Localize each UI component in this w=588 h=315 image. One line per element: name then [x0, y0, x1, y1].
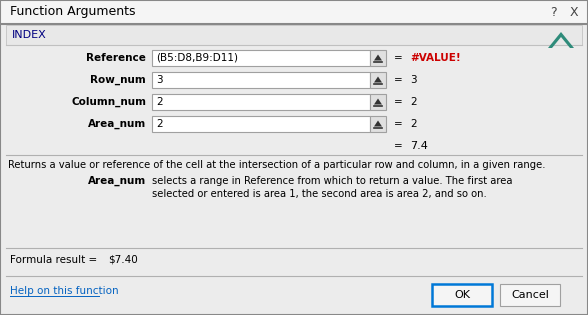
- Text: =: =: [394, 53, 403, 63]
- Text: Reference: Reference: [86, 53, 146, 63]
- Polygon shape: [374, 77, 382, 83]
- Text: 7.4: 7.4: [410, 141, 428, 151]
- Text: 3: 3: [410, 75, 417, 85]
- Bar: [152, 50, 370, 66]
- Text: Formula result =: Formula result =: [10, 255, 97, 265]
- Bar: [6, 25, 582, 45]
- Polygon shape: [548, 32, 574, 48]
- Text: =: =: [394, 75, 403, 85]
- Text: 2: 2: [410, 97, 417, 107]
- Text: Row_num: Row_num: [90, 75, 146, 85]
- Text: selects a range in Reference from which to return a value. The first area: selects a range in Reference from which …: [152, 176, 513, 186]
- Text: Function Arguments: Function Arguments: [10, 5, 135, 19]
- Text: OK: OK: [454, 290, 470, 300]
- Bar: [370, 72, 386, 88]
- Text: #VALUE!: #VALUE!: [410, 53, 461, 63]
- Bar: [152, 94, 370, 110]
- Bar: [500, 284, 560, 306]
- Text: INDEX: INDEX: [12, 30, 47, 40]
- Bar: [370, 50, 386, 66]
- Text: Help on this function: Help on this function: [10, 286, 119, 296]
- Polygon shape: [374, 121, 382, 127]
- Bar: [152, 116, 370, 132]
- Text: 3: 3: [156, 75, 163, 85]
- Bar: [432, 284, 492, 306]
- Polygon shape: [374, 99, 382, 105]
- Text: Cancel: Cancel: [511, 290, 549, 300]
- Text: =: =: [394, 141, 403, 151]
- Bar: [370, 116, 386, 132]
- Text: X: X: [570, 5, 579, 19]
- Text: selected or entered is area 1, the second area is area 2, and so on.: selected or entered is area 1, the secon…: [152, 189, 487, 199]
- Bar: [0, 0, 588, 24]
- Text: Area_num: Area_num: [88, 119, 146, 129]
- Bar: [152, 72, 370, 88]
- Text: Area_num: Area_num: [88, 176, 146, 186]
- Text: Returns a value or reference of the cell at the intersection of a particular row: Returns a value or reference of the cell…: [8, 160, 546, 170]
- Polygon shape: [374, 54, 382, 60]
- Text: =: =: [394, 97, 403, 107]
- Text: Column_num: Column_num: [71, 97, 146, 107]
- Text: ?: ?: [550, 5, 556, 19]
- Text: =: =: [394, 119, 403, 129]
- Text: 2: 2: [410, 119, 417, 129]
- Bar: [370, 94, 386, 110]
- Text: $7.40: $7.40: [108, 255, 138, 265]
- Text: 2: 2: [156, 119, 163, 129]
- Text: (B5:D8,B9:D11): (B5:D8,B9:D11): [156, 53, 238, 63]
- Text: 2: 2: [156, 97, 163, 107]
